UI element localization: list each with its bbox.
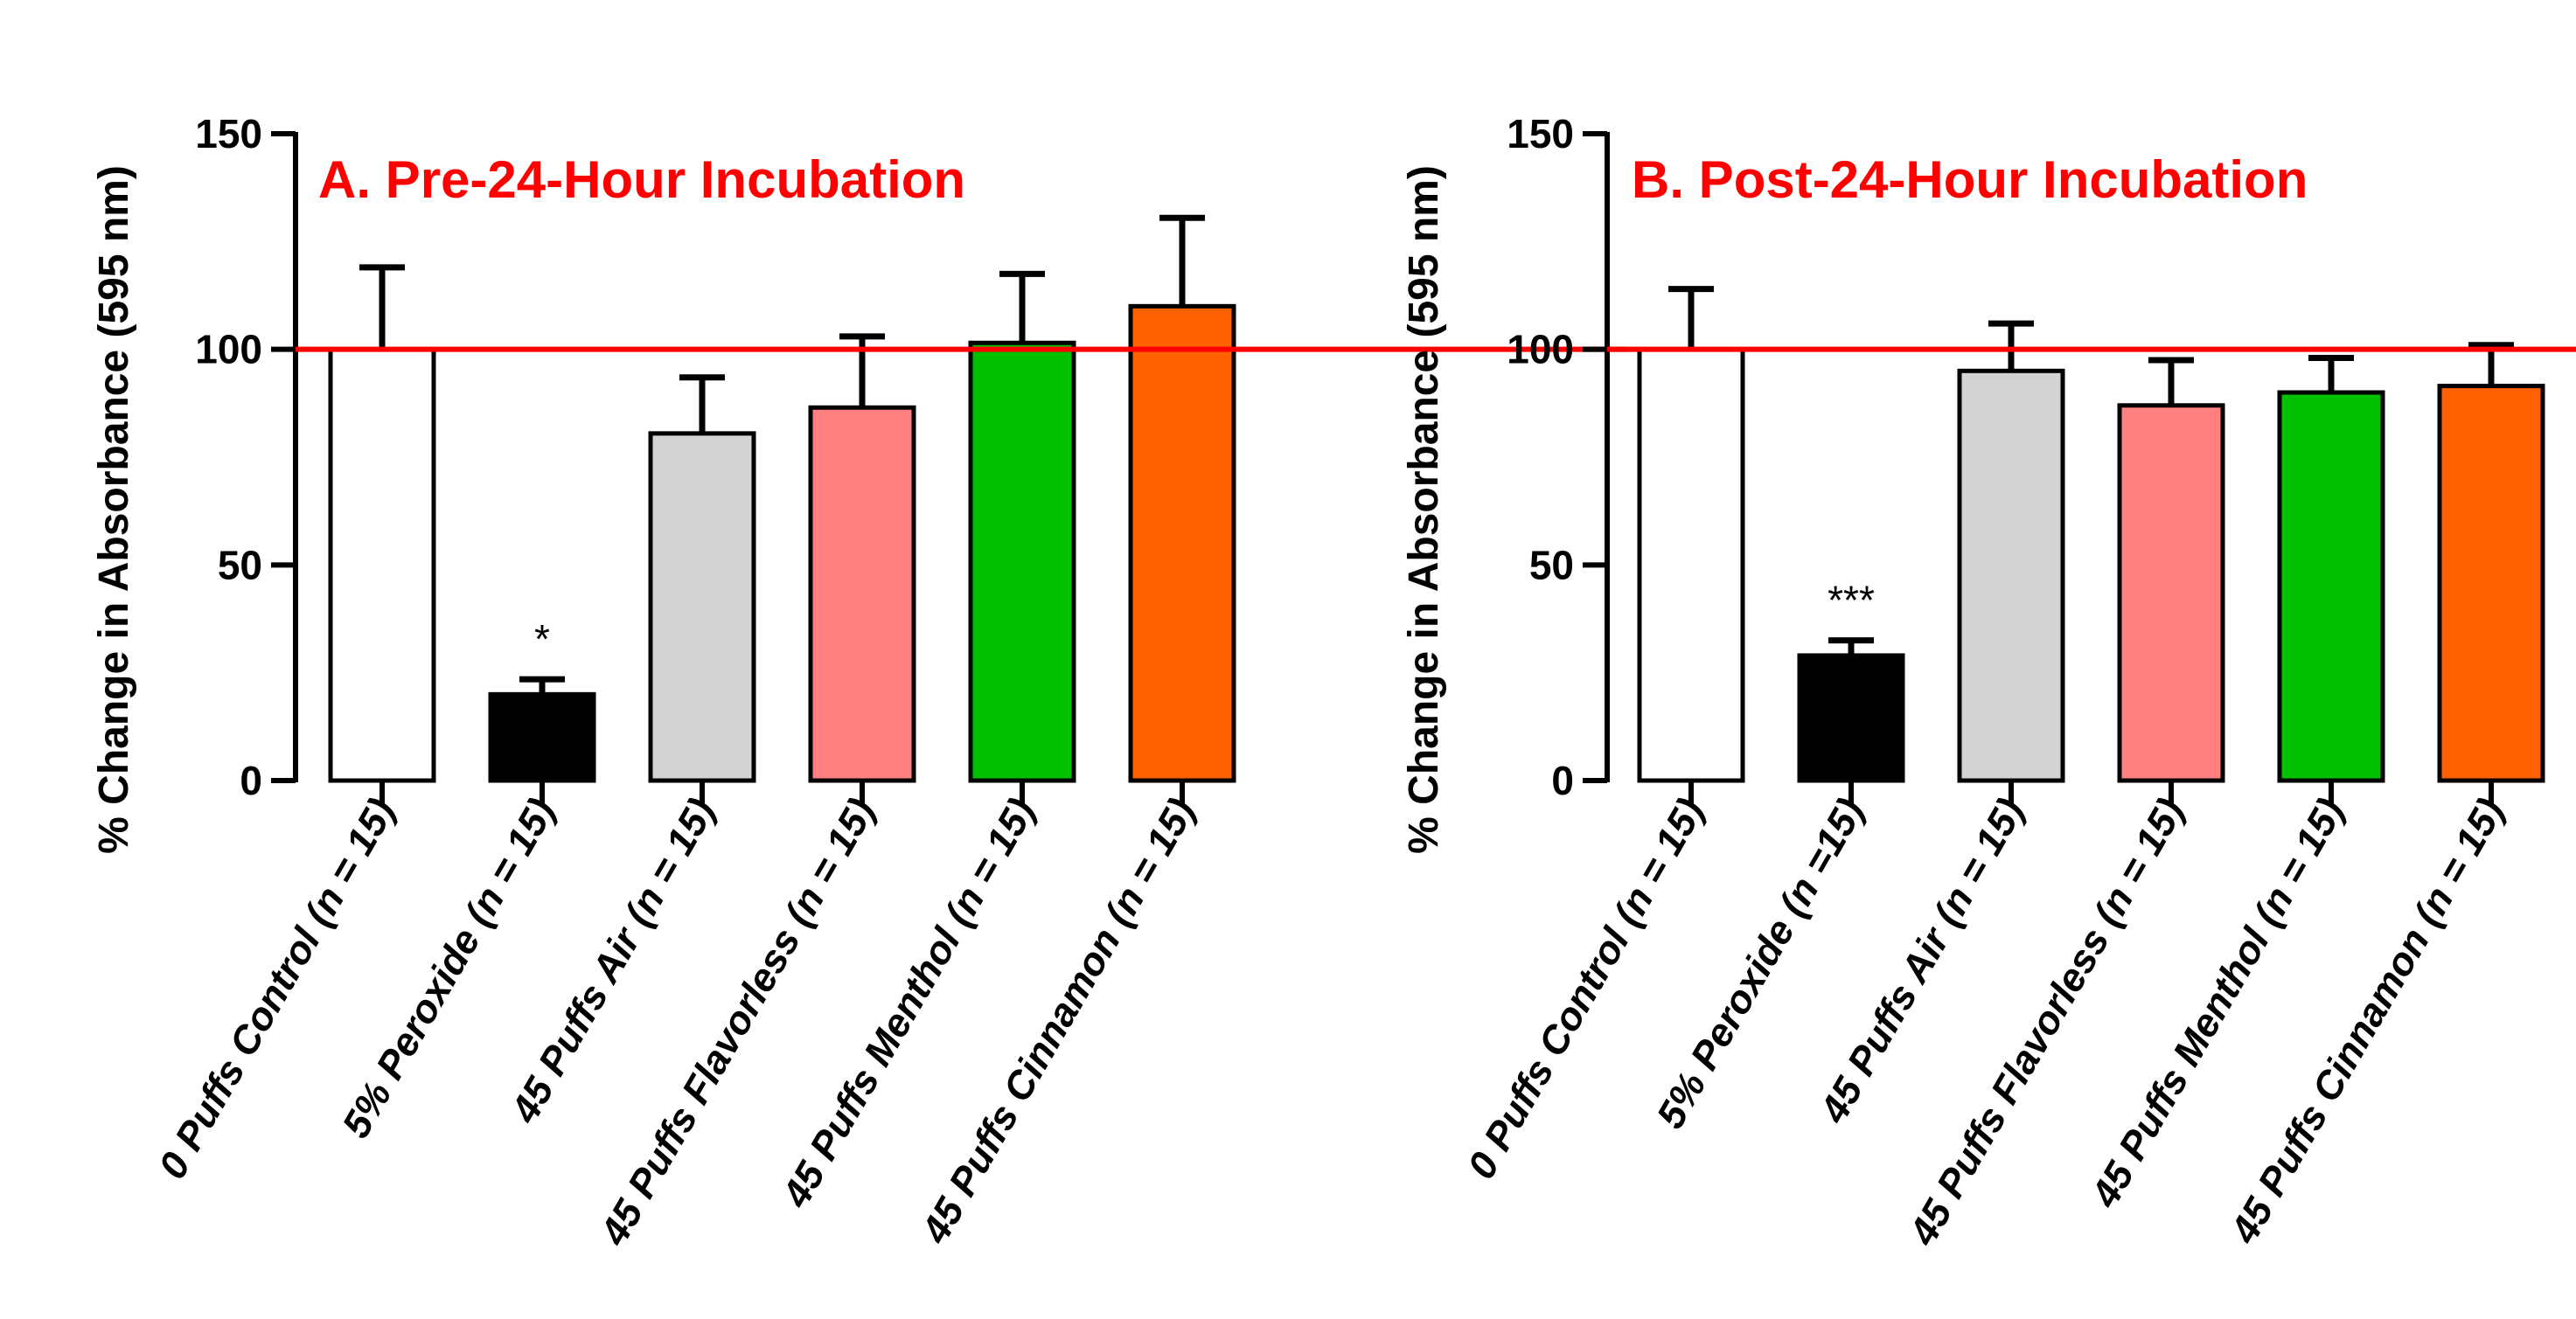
y-tick-label: 50 [1529, 542, 1574, 587]
category-label: 45 Puffs Cinnamon (n = 15) [912, 791, 1204, 1252]
chart-title: A. Pre-24-Hour Incubation [318, 150, 965, 209]
y-tick-label: 0 [240, 758, 262, 803]
category-name: 0 Puffs Control [1459, 920, 1639, 1186]
bar [1637, 347, 1745, 783]
bar [1128, 303, 1236, 783]
y-tick-label: 150 [1507, 111, 1574, 156]
category-name: 45 Puffs Air [502, 919, 651, 1131]
y-tick-label: 100 [1507, 327, 1574, 372]
y-tick-label: 150 [195, 111, 262, 156]
chart-title: B. Post-24-Hour Incubation [1632, 150, 2308, 209]
y-axis-title: % Change in Absorbance (595 nm) [1401, 165, 1447, 854]
y-tick-label: 0 [1551, 758, 1574, 803]
category-label: 45 Puffs Flavorless (n = 15) [591, 791, 884, 1253]
category-name: 5% Peroxide [1647, 911, 1803, 1135]
category-name: 45 Puffs Menthol [2082, 920, 2279, 1216]
category-label: 45 Puffs Flavorless (n = 15) [1900, 791, 2193, 1253]
y-tick-label: 50 [218, 542, 262, 587]
bar [648, 431, 756, 783]
significance-marker: *** [1828, 578, 1875, 623]
significance-marker: * [534, 616, 550, 662]
bar [2437, 384, 2545, 783]
y-axis-title: % Change in Absorbance (595 nm) [91, 165, 137, 854]
category-name: 0 Puffs Control [150, 920, 330, 1186]
bar [1797, 653, 1905, 783]
chart-panel-a: 0 50 100 150 % Change in Absorbance (595 nm)… [91, 111, 1628, 1253]
bar [488, 691, 596, 783]
category-name: 45 Puffs Menthol [773, 920, 970, 1216]
y-tick-label: 100 [195, 327, 262, 372]
bar [328, 347, 436, 783]
bar [2277, 390, 2385, 783]
bar [1957, 368, 2065, 783]
category-label: 45 Puffs Cinnamon (n = 15) [2221, 791, 2513, 1252]
category-name: 45 Puffs Air [1811, 919, 1960, 1131]
bar [968, 340, 1076, 783]
bar [808, 405, 916, 783]
category-name: 5% Peroxide [333, 920, 489, 1145]
bar [2117, 403, 2225, 783]
chart-panel-b: 0 50 100 150 % Change in Absorbance (595 nm)… [1401, 111, 2576, 1253]
